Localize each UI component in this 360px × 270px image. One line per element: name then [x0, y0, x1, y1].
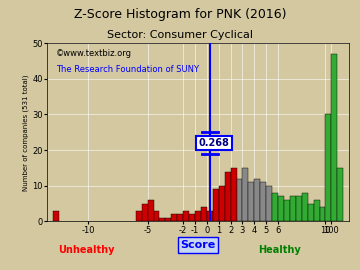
Bar	[266, 186, 272, 221]
Bar	[153, 211, 159, 221]
Bar	[260, 182, 266, 221]
Y-axis label: Number of companies (531 total): Number of companies (531 total)	[23, 74, 29, 191]
Bar	[284, 200, 290, 221]
Bar	[302, 193, 308, 221]
Bar	[278, 197, 284, 221]
Bar	[237, 179, 243, 221]
Bar	[195, 211, 201, 221]
Bar	[272, 193, 278, 221]
Bar	[290, 197, 296, 221]
Bar	[189, 214, 195, 221]
Bar	[248, 182, 254, 221]
Bar	[207, 211, 213, 221]
Bar	[325, 114, 332, 221]
X-axis label: Score: Score	[180, 240, 216, 250]
Bar	[337, 168, 343, 221]
Bar	[231, 168, 237, 221]
Bar	[148, 200, 153, 221]
Text: The Research Foundation of SUNY: The Research Foundation of SUNY	[56, 65, 199, 74]
Bar	[142, 204, 148, 221]
Bar	[177, 214, 183, 221]
Bar	[171, 214, 177, 221]
Bar	[136, 211, 142, 221]
Bar	[165, 218, 171, 221]
Bar	[201, 207, 207, 221]
Text: Unhealthy: Unhealthy	[58, 245, 114, 255]
Bar	[296, 197, 302, 221]
Bar	[243, 168, 248, 221]
Bar	[314, 200, 320, 221]
Bar	[225, 171, 231, 221]
Bar	[308, 204, 314, 221]
Bar	[254, 179, 260, 221]
Text: 0.268: 0.268	[199, 138, 230, 148]
Text: Z-Score Histogram for PNK (2016): Z-Score Histogram for PNK (2016)	[74, 8, 286, 21]
Text: ©www.textbiz.org: ©www.textbiz.org	[56, 49, 132, 58]
Bar	[332, 54, 337, 221]
Text: Healthy: Healthy	[258, 245, 301, 255]
Bar	[320, 207, 325, 221]
Bar	[159, 218, 165, 221]
Bar	[53, 211, 59, 221]
Bar	[213, 189, 219, 221]
Bar	[219, 186, 225, 221]
Bar	[183, 211, 189, 221]
Text: Sector: Consumer Cyclical: Sector: Consumer Cyclical	[107, 30, 253, 40]
